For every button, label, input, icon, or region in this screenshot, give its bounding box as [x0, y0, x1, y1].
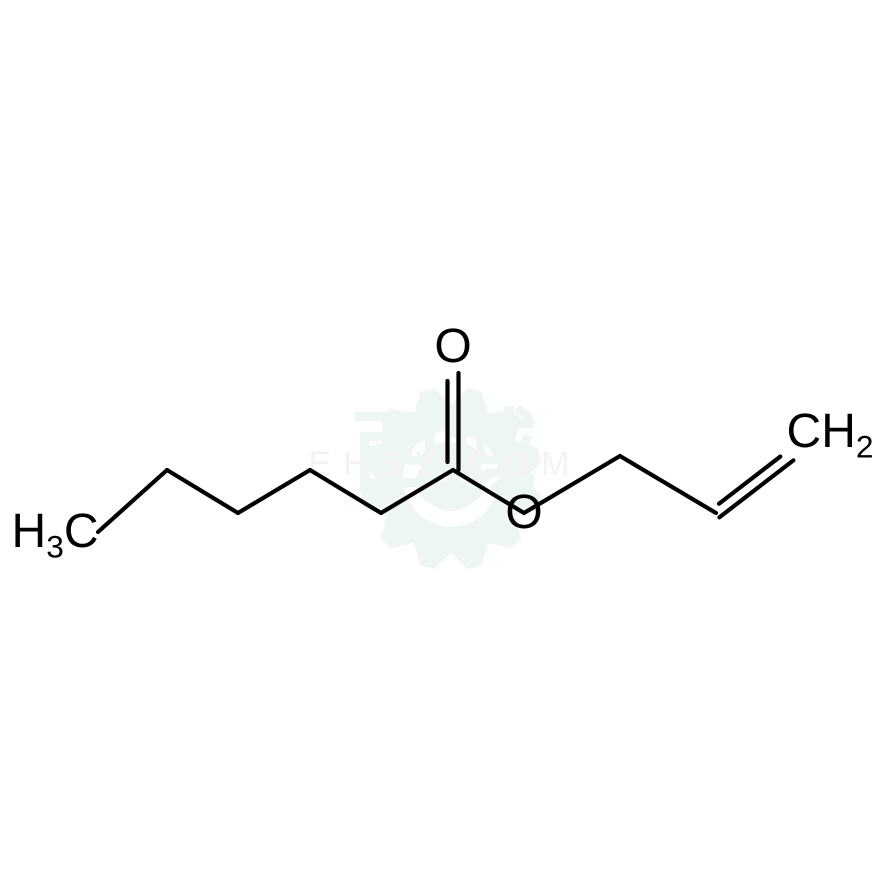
figure-canvas: 西域 EHSY.COM H3COOCH2: [0, 0, 890, 890]
atom-label-o_dbl: O: [434, 323, 471, 371]
molecule-bonds: [0, 0, 890, 890]
atom-label-ch2: CH2: [787, 408, 874, 456]
atom-label-ch3: H3C: [12, 508, 99, 556]
atom-label-o_single: O: [505, 489, 542, 537]
